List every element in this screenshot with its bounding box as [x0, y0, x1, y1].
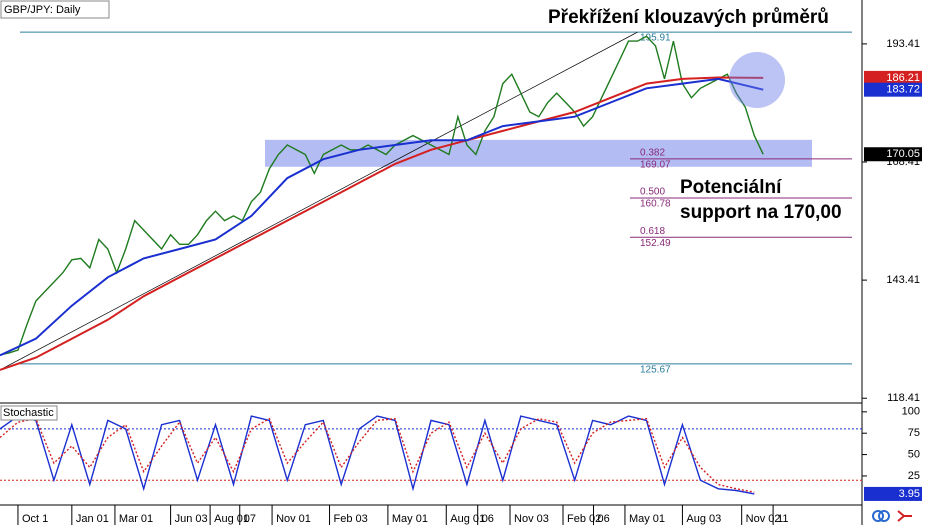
y-tick-label: 75: [908, 427, 920, 439]
x-tick-label: Aug 03: [686, 513, 721, 525]
x-tick-label: 07: [244, 513, 256, 525]
symbol-label: GBP/JPY: Daily: [4, 4, 81, 16]
x-tick-label: 11: [777, 513, 788, 525]
last-value-label: 3.95: [899, 488, 920, 500]
support-zone: [265, 139, 812, 167]
y-tick-label: 143.41: [886, 274, 920, 286]
x-tick-label: Mar 01: [119, 513, 153, 525]
x-tick-label: May 01: [629, 513, 665, 525]
last-value-label: 186.21: [886, 72, 920, 84]
series-line: [0, 77, 764, 357]
x-tick-label: Aug 01: [450, 513, 485, 525]
annotation: support na 170,00: [680, 202, 842, 223]
fib-value: 169.07: [640, 160, 671, 171]
link-icon[interactable]: [878, 510, 890, 522]
x-tick-label: 06: [482, 513, 494, 525]
x-tick-label: Jan 01: [76, 513, 109, 525]
fib-ratio: 0.382: [640, 148, 665, 159]
y-tick-label: 193.41: [886, 38, 920, 50]
highlight-circle: [729, 52, 785, 108]
link-icon[interactable]: [872, 510, 884, 522]
indicator-label: Stochastic: [3, 407, 54, 419]
last-value-box: [864, 82, 922, 97]
series-line: [0, 76, 764, 371]
last-value-box: [864, 70, 922, 85]
chart-title: Překřížení klouzavých průměrů: [548, 7, 829, 28]
symbol-box: [0, 0, 110, 19]
last-value-label: 183.72: [886, 84, 920, 96]
x-tick-label: Jun 03: [175, 513, 208, 525]
y-tick-label: 25: [908, 470, 920, 482]
toolbar-icons[interactable]: [872, 510, 912, 522]
last-value-box: [864, 147, 922, 162]
fib-ratio: 0.500: [640, 187, 665, 198]
x-tick-label: Feb 03: [334, 513, 368, 525]
x-tick-label: Oct 1: [22, 513, 48, 525]
level-label: 195.91: [640, 33, 671, 44]
fib-value: 160.78: [640, 199, 671, 210]
x-tick-label: Aug 01: [214, 513, 249, 525]
fib-value: 152.49: [640, 238, 671, 249]
indicator-box: [0, 405, 58, 421]
x-tick-label: Nov 01: [276, 513, 311, 525]
x-tick-label: Nov 03: [514, 513, 549, 525]
x-tick-label: May 01: [392, 513, 428, 525]
last-value-label: 170.05: [886, 148, 920, 160]
level-label: 125.67: [640, 365, 671, 376]
x-tick-label: Nov 02: [746, 513, 781, 525]
trendline: [0, 31, 638, 371]
y-tick-label: 118.41: [887, 392, 920, 404]
x-tick-label: 06: [598, 513, 610, 525]
annotation: Potenciální: [680, 177, 782, 198]
y-tick-label: 50: [908, 448, 920, 460]
fib-ratio: 0.618: [640, 226, 665, 237]
series-line: [0, 35, 764, 356]
y-tick-label: 100: [902, 406, 920, 418]
series-line: [0, 415, 755, 495]
last-value-box: [864, 486, 922, 501]
x-tick-label: Feb 02: [567, 513, 601, 525]
exit-icon[interactable]: [897, 510, 912, 522]
